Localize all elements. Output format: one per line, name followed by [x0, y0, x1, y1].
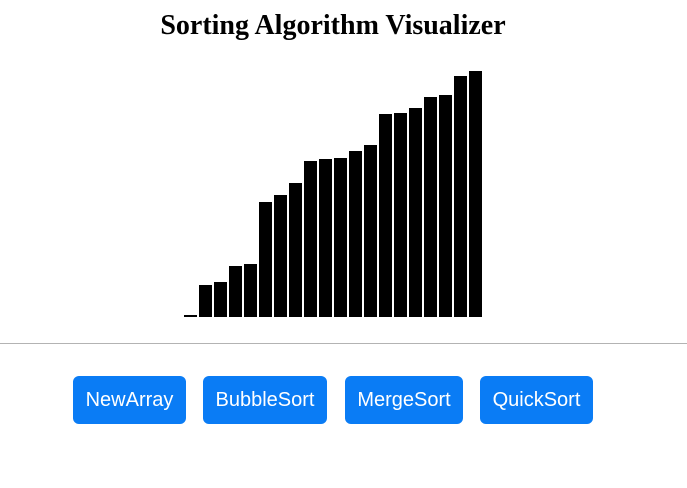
array-bar: [454, 76, 467, 317]
array-bar: [319, 159, 332, 317]
array-bar: [379, 114, 392, 317]
quick-sort-button[interactable]: QuickSort: [480, 376, 593, 424]
array-bar: [349, 151, 362, 317]
array-bar: [229, 266, 242, 317]
array-bars-container: [184, 71, 482, 317]
array-bar: [304, 161, 317, 317]
array-bar: [469, 71, 482, 317]
bubble-sort-button[interactable]: BubbleSort: [203, 376, 327, 424]
new-array-button[interactable]: NewArray: [73, 376, 186, 424]
array-bar: [199, 285, 212, 317]
array-bar: [289, 183, 302, 317]
page-title: Sorting Algorithm Visualizer: [160, 10, 506, 41]
array-bar: [409, 108, 422, 317]
divider: [0, 343, 687, 344]
array-bar: [334, 158, 347, 317]
array-bar: [424, 97, 437, 317]
array-bar: [394, 113, 407, 317]
controls-toolbar: NewArray BubbleSort MergeSort QuickSort: [0, 376, 687, 424]
array-bar: [244, 264, 257, 317]
array-bar: [364, 145, 377, 317]
array-bar: [274, 195, 287, 317]
array-bar: [259, 202, 272, 317]
array-bar: [214, 282, 227, 317]
array-bar: [184, 315, 197, 317]
array-bar: [439, 95, 452, 317]
merge-sort-button[interactable]: MergeSort: [345, 376, 463, 424]
